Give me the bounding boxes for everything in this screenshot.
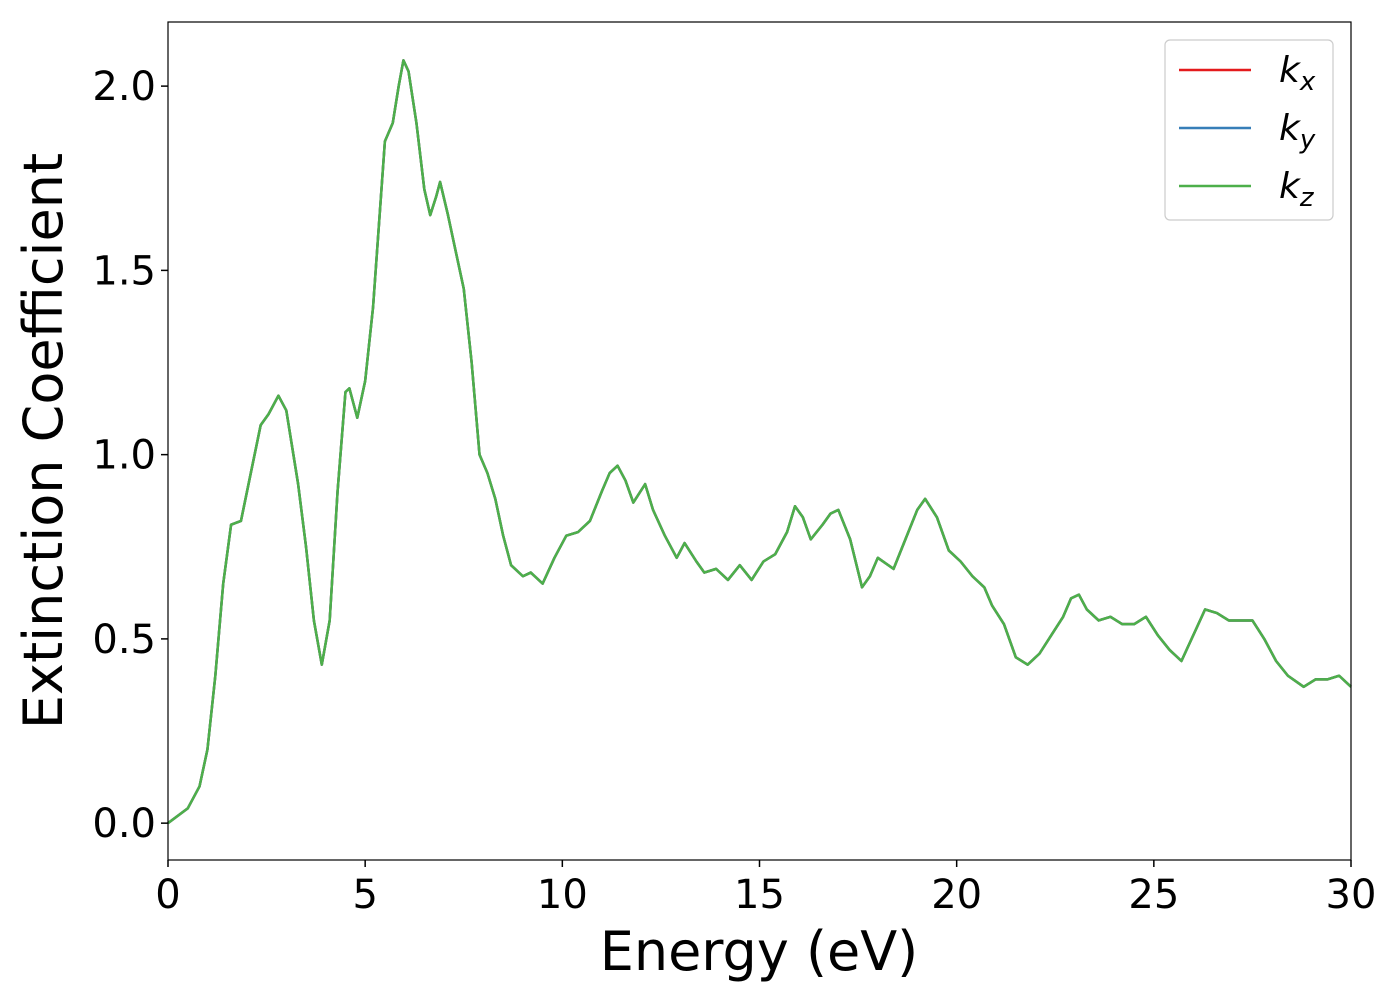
legend-label: ky — [1279, 108, 1316, 155]
x-tick-label: 20 — [931, 872, 982, 918]
x-axis-label: Energy (eV) — [600, 920, 919, 983]
legend-label: kz — [1279, 166, 1315, 213]
legend-label: kx — [1279, 50, 1316, 97]
y-axis-label: Extinction Coefficient — [12, 153, 75, 729]
y-tick-label: 1.5 — [92, 248, 156, 294]
legend-frame — [1164, 39, 1334, 221]
y-tick-label: 0.0 — [92, 801, 156, 847]
y-tick-label: 0.5 — [92, 617, 156, 663]
y-tick-label: 2.0 — [92, 64, 156, 110]
x-tick-label: 25 — [1128, 872, 1179, 918]
data-line — [167, 59, 1352, 825]
x-tick-label: 15 — [734, 872, 785, 918]
x-tick-label: 10 — [537, 872, 588, 918]
x-tick-label: 5 — [352, 872, 377, 918]
plot-frame — [167, 21, 1352, 861]
x-tick-label: 30 — [1326, 872, 1377, 918]
y-tick-label: 1.0 — [92, 433, 156, 479]
x-tick-label: 0 — [155, 872, 180, 918]
